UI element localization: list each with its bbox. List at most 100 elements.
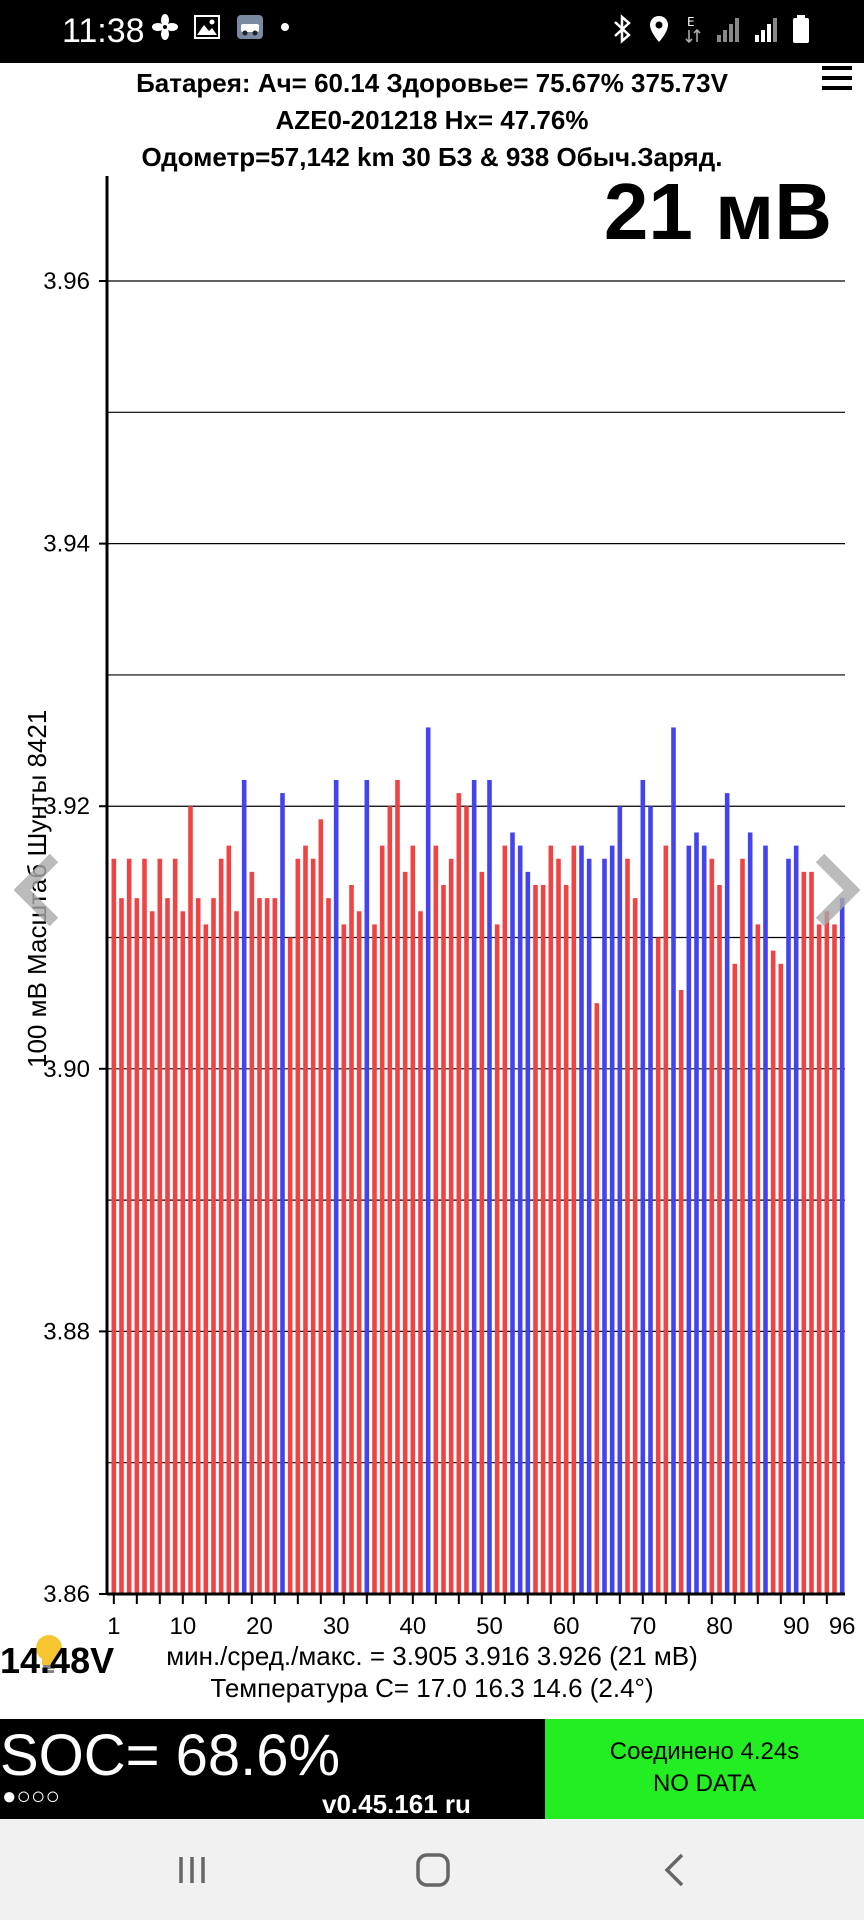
x-tick-label: 60 [553,1613,580,1640]
cell-bar [793,845,799,1594]
cell-bar [471,779,477,1594]
cell-bar [349,885,354,1594]
cell-bar [318,819,324,1594]
cell-bar [257,898,262,1594]
cell-bar [801,871,807,1594]
cell-bar [479,871,485,1594]
car-model-summary: AZE0-201218 Hx= 47.76% [275,105,589,135]
car-app-icon [237,15,263,39]
data-status: NO DATA [652,1770,757,1797]
cell-bar [709,858,715,1594]
signal-icon [717,18,739,42]
lightbulb-icon[interactable] [32,1633,66,1677]
menu-icon[interactable] [822,66,852,92]
x-tick-label: 80 [706,1613,733,1640]
recent-apps-icon[interactable] [167,1845,217,1895]
cell-bar [732,963,738,1594]
cell-bar [241,779,247,1594]
cell-voltage-chart[interactable]: 3.96 3.94 3.92 3.90 3.88 3.86 1 10 20 30 40 50 60 70 8… [0,0,864,1640]
chevron-left-icon[interactable] [14,850,64,930]
cell-bar [203,924,209,1594]
cell-bar [548,845,554,1594]
cell-bar [540,885,546,1594]
x-tick-label: 10 [169,1613,196,1640]
clock: 11:38 [62,12,145,50]
x-tick-label: 70 [629,1613,656,1640]
cell-bar [770,950,776,1594]
cell-bar [832,924,837,1594]
x-tick-label: 20 [246,1613,273,1640]
cell-bar [195,898,201,1594]
y-tick-label: 3.96 [43,268,90,295]
cell-bar [410,845,416,1594]
cell-bar [379,845,385,1594]
cell-bar [586,858,592,1594]
cell-bar [778,963,784,1594]
cell-bar [617,806,623,1594]
status-bar: 11:38 E [0,0,864,63]
cell-bar [272,898,278,1594]
chevron-right-icon[interactable] [810,850,860,930]
x-tick-label: 96 [829,1613,856,1640]
cell-bar [786,858,791,1594]
cell-bar [218,858,224,1594]
cell-bar [418,911,423,1594]
navigation-bar [0,1819,864,1920]
y-tick-label: 3.94 [43,531,90,558]
x-tick-label: 1 [107,1613,120,1640]
cell-bar [310,858,316,1594]
cell-bar [356,911,362,1594]
home-icon[interactable] [408,1845,458,1895]
cell-bar [533,885,538,1594]
cell-bar [571,845,577,1594]
cell-bar [165,898,170,1594]
cell-bar [740,858,745,1594]
cell-bar [824,911,830,1594]
cell-bar [211,898,216,1594]
cell-bar [671,727,676,1594]
cell-bar [678,990,684,1594]
bluetooth-icon [614,14,631,44]
cell-bar [517,845,523,1594]
cell-bar [326,898,331,1594]
cell-bar [663,845,669,1594]
back-icon[interactable] [650,1845,700,1895]
cell-bar [701,845,707,1594]
cell-bar [694,832,699,1594]
cell-bar [364,779,370,1594]
cell-bar [111,858,117,1594]
x-tick-label: 90 [783,1613,810,1640]
cell-bar [763,845,768,1594]
cell-bar [609,845,615,1594]
cell-bar [249,871,255,1594]
cell-bar [747,832,753,1594]
cell-bar [686,845,692,1594]
battery-icon [793,15,809,43]
cell-bar [395,779,400,1594]
cell-bar [234,911,239,1594]
app-version: v0.45.161 ru [322,1789,471,1819]
aux-battery-voltage: 14.48V [0,1640,115,1681]
cell-bar [134,898,140,1594]
cell-bar [456,793,462,1594]
cell-bar [487,779,492,1594]
cell-bar [648,806,653,1594]
connection-panel[interactable]: Соединено 4.24s NO DATA [545,1719,864,1819]
cell-bar [556,858,561,1594]
cell-bar [448,858,454,1594]
cell-bar [188,806,193,1594]
fan-icon [152,14,178,40]
cell-bar [119,898,124,1594]
cell-bar [625,858,630,1594]
cell-bar [441,885,446,1594]
cell-bar [387,806,393,1594]
soc-value: SOC= 68.6% [0,1723,341,1788]
cell-bar [295,858,301,1594]
cell-bar [157,858,163,1594]
cell-bar [602,858,607,1594]
cell-bar [809,871,814,1594]
cell-bar [755,924,761,1594]
cell-bar [180,911,186,1594]
cell-bar [226,845,232,1594]
cell-bar [640,779,646,1594]
